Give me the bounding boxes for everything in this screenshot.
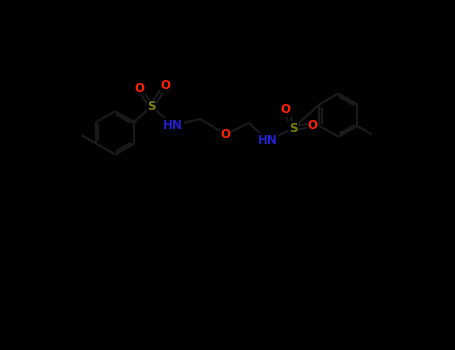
Text: HN: HN	[258, 134, 278, 147]
Text: HN: HN	[163, 119, 183, 132]
Text: O: O	[134, 82, 144, 95]
Text: S: S	[147, 100, 156, 113]
Text: O: O	[160, 79, 170, 92]
Text: S: S	[289, 122, 298, 135]
Text: O: O	[308, 119, 318, 132]
Text: O: O	[221, 128, 231, 141]
Text: O: O	[280, 103, 290, 116]
